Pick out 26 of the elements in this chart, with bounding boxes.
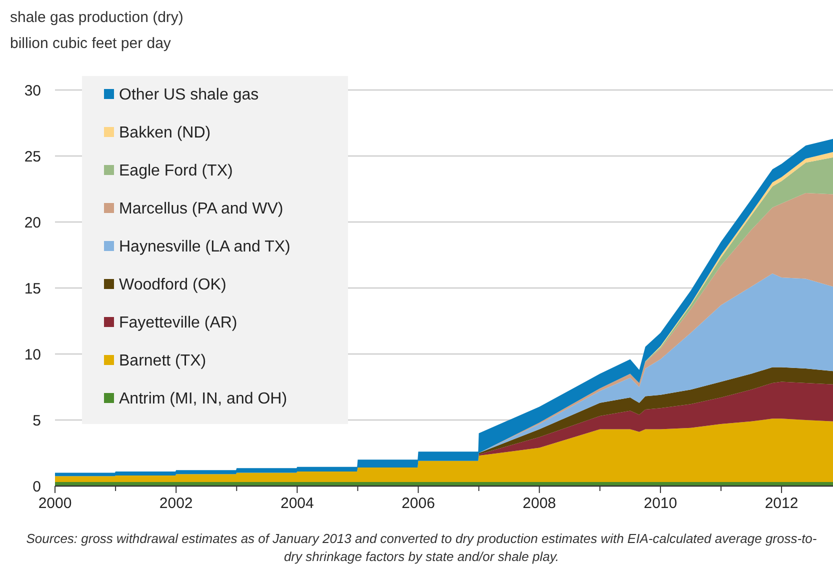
legend-label: Fayetteville (AR) [119,314,238,332]
y-tick-label: 25 [24,148,41,166]
x-tick-label: 2006 [402,495,435,512]
legend-label: Bakken (ND) [119,124,211,142]
y-tick-label: 5 [32,412,41,430]
legend-label: Barnett (TX) [119,352,206,370]
y-tick-label: 0 [32,478,41,496]
y-tick-label: 20 [24,214,41,232]
x-tick-label: 2000 [38,495,72,512]
legend-label: Woodford (OK) [119,276,226,294]
x-tick-label: 2012 [764,495,798,512]
y-tick-label: 10 [24,346,41,364]
legend-label: Eagle Ford (TX) [119,162,233,180]
y-tick-label: 15 [24,280,41,298]
legend-label: Haynesville (LA and TX) [119,238,290,256]
y-tick-label: 30 [24,82,41,100]
x-tick-label: 2010 [644,495,678,512]
legend-label: Other US shale gas [119,86,259,104]
chart-subtitle: billion cubic feet per day [10,35,172,52]
x-tick-label: 2002 [159,495,193,512]
x-tick-label: 2008 [522,495,556,512]
x-tick-label: 2004 [280,495,314,512]
legend-label: Marcellus (PA and WV) [119,200,284,218]
chart-title: shale gas production (dry) [10,9,184,26]
source-note: Sources: gross withdrawal estimates as of January 2013 and converted to dry production estimates with EIA-calculated average gross-to-dry shrinkage factors by state and/or shale play. [25,530,818,566]
legend-label: Antrim (MI, IN, and OH) [119,390,288,408]
